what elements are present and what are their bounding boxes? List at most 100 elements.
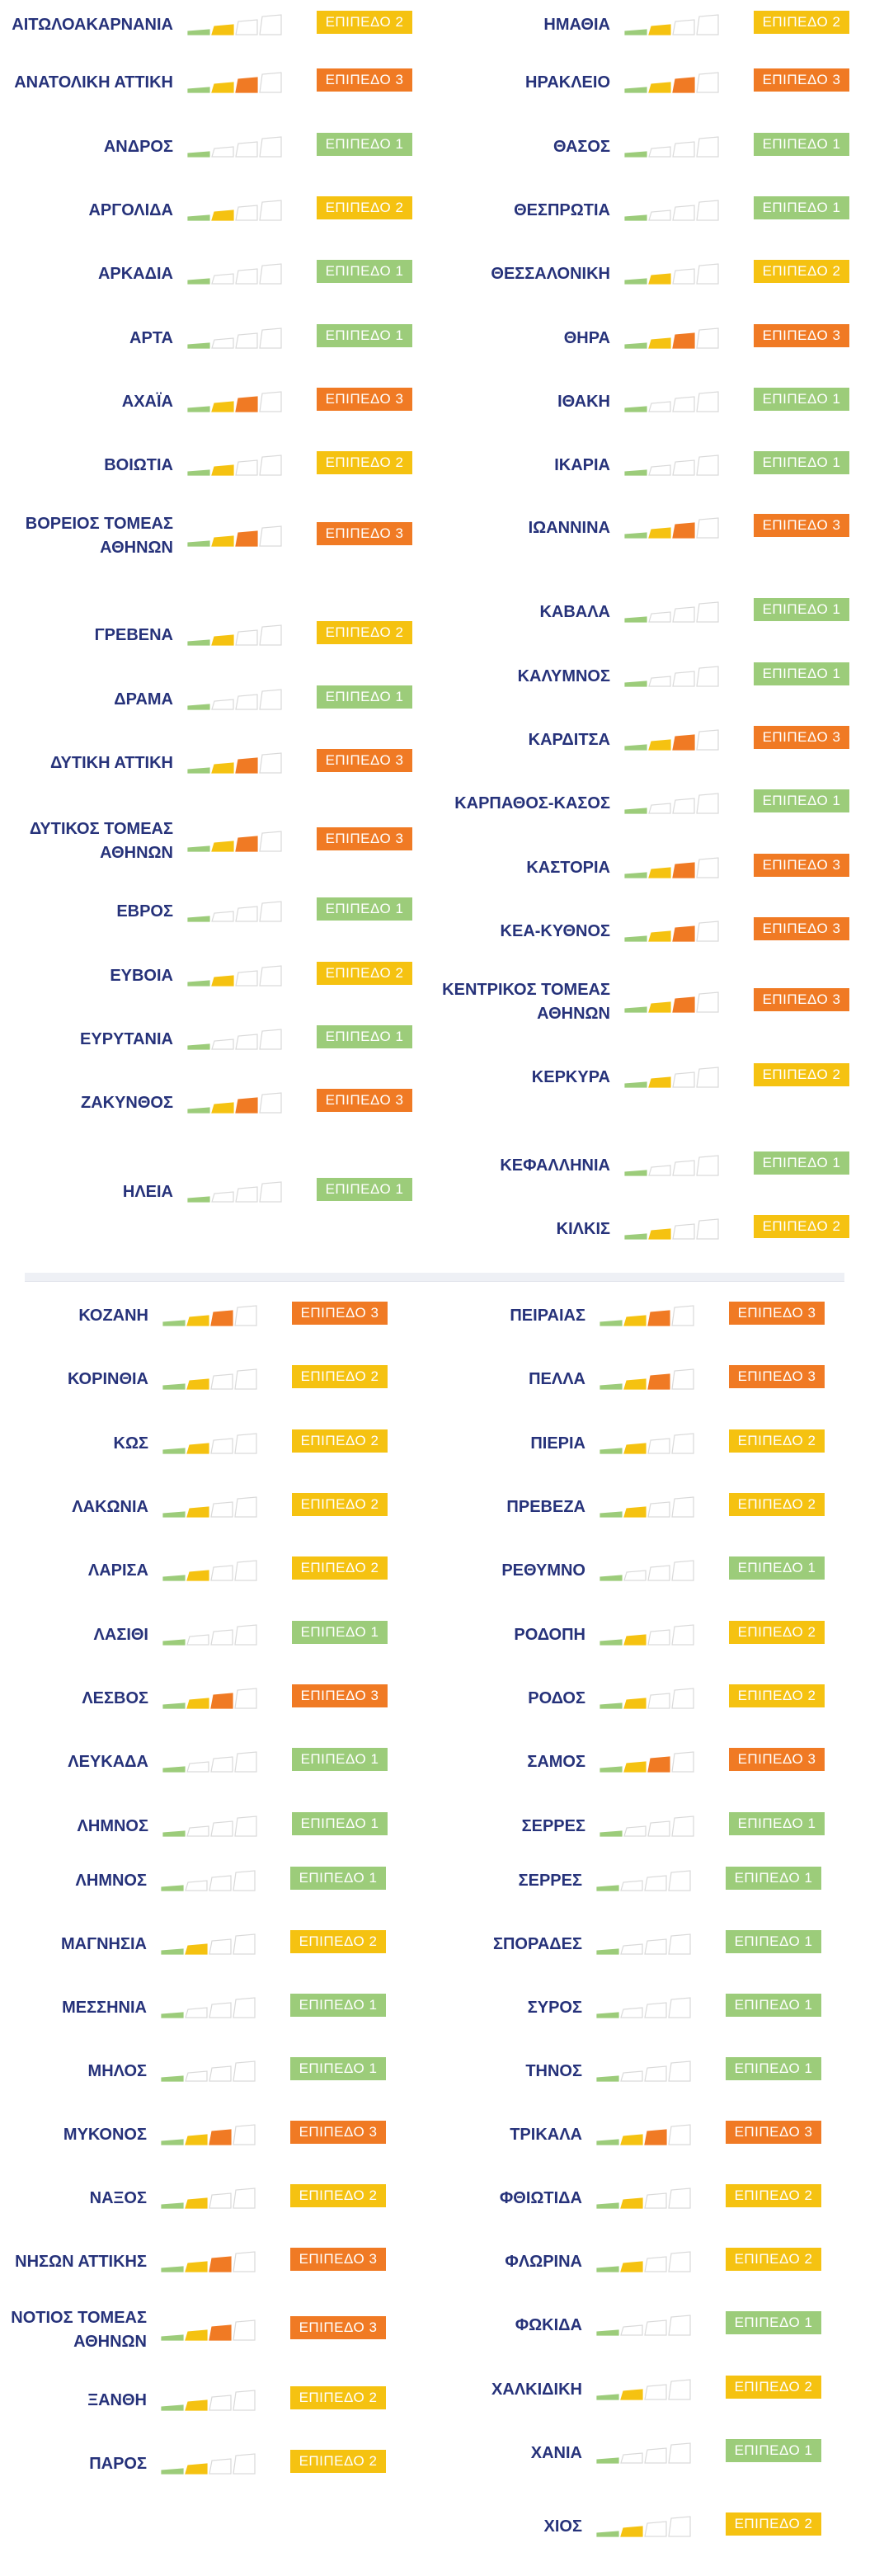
region-row: ΘΑΣΟΣ ΕΠΙΠΕΔΟ 1 <box>421 122 849 172</box>
region-name: ΓΡΕΒΕΝΑ <box>94 625 173 644</box>
meter-bar-2 <box>211 762 234 774</box>
meter-bar-4 <box>671 1433 694 1454</box>
region-name: ΛΗΜΝΟΣ <box>75 1871 147 1890</box>
meter-bar-4 <box>259 136 282 158</box>
meter-bar-4 <box>671 1560 694 1581</box>
meter-bar-2 <box>648 210 671 221</box>
meter-bar-3 <box>210 1693 233 1709</box>
meter-bar-3 <box>647 1629 670 1646</box>
level-meter <box>161 2319 256 2341</box>
region-name: ΝΗΣΩΝ ΑΤΤΙΚΗΣ <box>15 2252 147 2271</box>
level-meter <box>600 1560 694 1581</box>
level-badge: ΕΠΙΠΕΔΟ 2 <box>317 621 412 644</box>
meter-bar-4 <box>233 1870 256 1891</box>
level-badge: ΕΠΙΠΕΔΟ 1 <box>754 598 849 621</box>
meter-bar-1 <box>596 2394 619 2400</box>
meter-bar-3 <box>644 1875 667 1891</box>
region-name: ΠΡΕΒΕΖΑ <box>506 1497 585 1516</box>
region-row: ΒΟΙΩΤΙΑ ΕΠΙΠΕΔΟ 2 <box>0 440 412 490</box>
region-row: ΡΕΘΥΜΝΟ ΕΠΙΠΕΔΟ 1 <box>396 1546 825 1595</box>
level-badge: ΕΠΙΠΕΔΟ 3 <box>729 1748 825 1771</box>
region-name: ΚΕΝΤΡΙΚΟΣ ΤΟΜΕΑΣ ΑΘΗΝΩΝ <box>442 981 610 1023</box>
level-meter <box>624 1155 719 1176</box>
meter-bar-1 <box>161 2012 184 2018</box>
level-meter <box>187 454 282 476</box>
level-badge: ΕΠΙΠΕΔΟ 1 <box>290 2057 386 2080</box>
meter-bar-2 <box>185 2399 208 2411</box>
level-meter <box>161 2251 256 2272</box>
level-badge: ΕΠΙΠΕΔΟ 1 <box>754 1151 849 1175</box>
level-meter <box>162 1433 257 1454</box>
region-row: ΗΜΑΘΙΑ ΕΠΙΠΕΔΟ 2 <box>421 0 849 49</box>
meter-bar-2 <box>186 1315 209 1326</box>
region-name: ΦΩΚΙΔΑ <box>515 2315 582 2334</box>
level-meter <box>161 2124 256 2145</box>
meter-bar-4 <box>668 1933 691 1955</box>
meter-bar-1 <box>162 1639 186 1646</box>
region-row: ΛΗΜΝΟΣ ΕΠΙΠΕΔΟ 1 <box>0 1801 388 1848</box>
region-name: ΔΥΤΙΚΟΣ ΤΟΜΕΑΣ ΑΘΗΝΩΝ <box>29 820 173 862</box>
meter-bar-2 <box>211 210 234 221</box>
meter-bar-1 <box>162 1511 186 1518</box>
region-row: ΡΟΔΟΠΗ ΕΠΙΠΕΔΟ 2 <box>396 1610 825 1660</box>
region-name: ΝΑΞΟΣ <box>89 2188 147 2207</box>
region-row: ΙΘΑΚΗ ΕΠΙΠΕΔΟ 1 <box>421 377 849 426</box>
meter-bar-2 <box>648 82 671 93</box>
meter-bar-3 <box>235 970 258 987</box>
meter-bar-2 <box>648 1001 671 1013</box>
level-badge: ΕΠΙΠΕΔΟ 1 <box>317 685 412 709</box>
meter-bar-2 <box>211 1038 234 1050</box>
meter-bar-2 <box>186 1634 209 1646</box>
meter-bar-4 <box>234 1305 257 1326</box>
meter-bar-1 <box>596 1885 619 1891</box>
region-name: ΑΝΑΤΟΛΙΚΗ ΑΤΤΙΚΗ <box>14 73 173 92</box>
region-name: ΚΑΣΤΟΡΙΑ <box>526 858 610 877</box>
meter-bar-4 <box>696 263 719 285</box>
meter-bar-4 <box>259 327 282 349</box>
meter-bar-3 <box>644 2192 667 2209</box>
meter-bar-1 <box>596 2075 619 2082</box>
meter-bar-4 <box>696 14 719 35</box>
level-badge: ΕΠΙΠΕΔΟ 1 <box>726 2057 821 2080</box>
level-meter <box>596 2187 691 2209</box>
meter-bar-3 <box>235 332 258 349</box>
meter-bar-1 <box>161 1948 184 1955</box>
level-meter <box>624 136 719 158</box>
meter-bar-2 <box>211 337 234 349</box>
region-name: ΒΟΙΩΤΙΑ <box>104 455 173 474</box>
meter-bar-1 <box>187 980 210 987</box>
meter-bar-4 <box>696 136 719 158</box>
region-row: ΦΘΙΩΤΙΔΑ ΕΠΙΠΕΔΟ 2 <box>393 2173 821 2223</box>
level-meter <box>596 1870 691 1891</box>
level-meter <box>187 14 282 35</box>
meter-bar-1 <box>624 532 647 539</box>
level-meter <box>624 517 719 539</box>
level-badge: ΕΠΙΠΕΔΟ 2 <box>754 260 849 283</box>
meter-bar-1 <box>187 469 210 476</box>
meter-bar-3 <box>647 1756 670 1773</box>
region-name: ΛΕΣΒΟΣ <box>82 1688 148 1707</box>
level-meter <box>600 1305 694 1326</box>
level-meter <box>600 1815 694 1837</box>
level-meter <box>596 1933 691 1955</box>
meter-bar-1 <box>187 540 210 547</box>
meter-bar-2 <box>211 975 234 987</box>
meter-bar-4 <box>668 2442 691 2464</box>
meter-bar-3 <box>672 332 695 349</box>
meter-bar-4 <box>696 921 719 942</box>
level-badge: ΕΠΙΠΕΔΟ 1 <box>317 1025 412 1048</box>
meter-bar-1 <box>600 1575 623 1581</box>
region-name: ΘΑΣΟΣ <box>552 137 610 156</box>
meter-bar-4 <box>696 793 719 814</box>
meter-bar-2 <box>185 2329 208 2341</box>
region-row: ΕΥΒΟΙΑ ΕΠΙΠΕΔΟ 2 <box>0 951 412 1001</box>
level-badge: ΕΠΙΠΕΔΟ 3 <box>317 388 412 411</box>
level-badge: ΕΠΙΠΕΔΟ 2 <box>729 1621 825 1644</box>
region-row: ΖΑΚΥΝΘΟΣ ΕΠΙΠΕΔΟ 3 <box>0 1078 412 1128</box>
meter-bar-4 <box>671 1815 694 1837</box>
level-meter <box>187 263 282 285</box>
meter-bar-4 <box>259 454 282 476</box>
region-row: ΗΛΕΙΑ ΕΠΙΠΕΔΟ 1 <box>0 1167 412 1217</box>
meter-bar-1 <box>624 1170 647 1176</box>
meter-bar-3 <box>647 1310 670 1326</box>
